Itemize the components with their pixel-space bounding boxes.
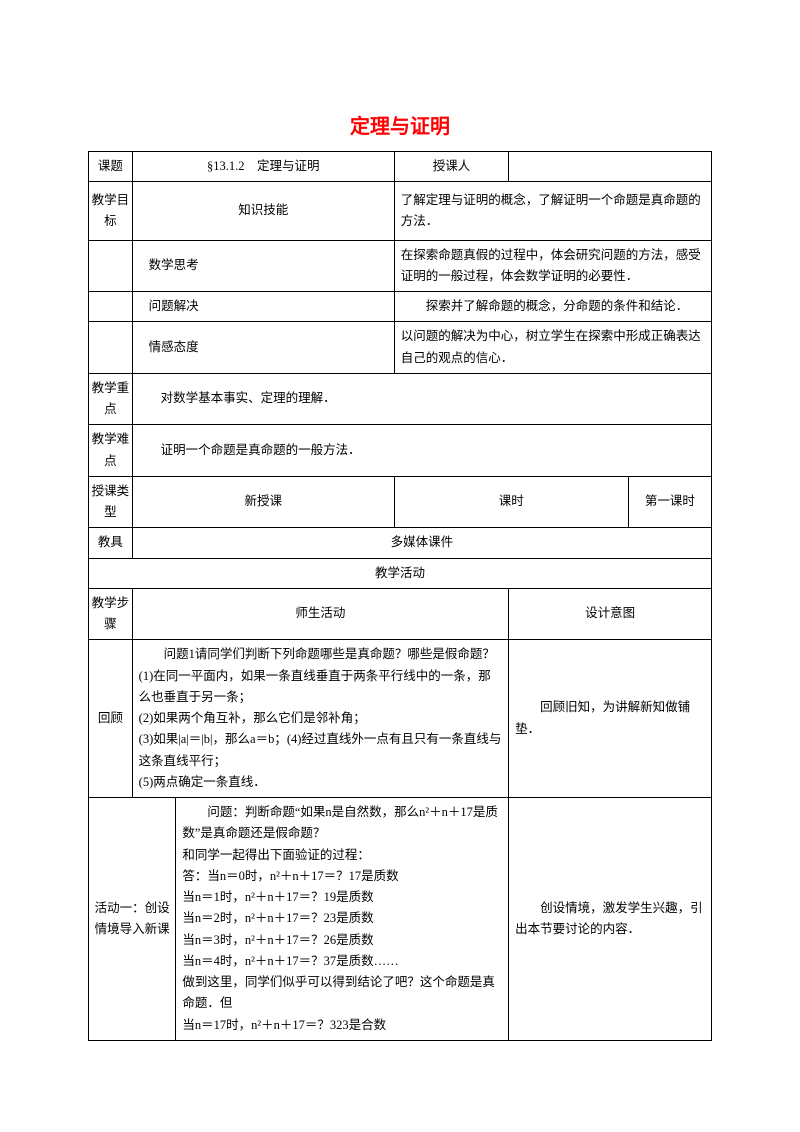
math-thinking-text: 在探索命题真假的过程中，体会研究问题的方法，感受证明的一般过程，体会数学证明的必… — [394, 240, 711, 292]
doc-title: 定理与证明 — [88, 110, 712, 139]
topic-label: 课题 — [89, 152, 133, 182]
empty-cell — [89, 292, 133, 322]
keypoint-label: 教学重点 — [89, 373, 133, 425]
design-col-label: 设计意图 — [509, 588, 712, 640]
problem-solving-label: 问题解决 — [132, 292, 394, 322]
review-text: 问题1请同学们判断下列命题哪些是真命题？哪些是假命题？ (1)在同一平面内，如果… — [132, 640, 508, 798]
knowledge-skill-label: 知识技能 — [132, 182, 394, 240]
attitude-text: 以问题的解决为中心，树立学生在探索中形成正确表达自己的观点的信心． — [394, 322, 711, 374]
review-design: 回顾旧知，为讲解新知做铺垫． — [509, 640, 712, 798]
knowledge-skill-text: 了解定理与证明的概念，了解证明一个命题是真命题的方法． — [394, 182, 711, 240]
act1-text: 问题：判断命题“如果n是自然数，那么n²＋n＋17是质数”是真命题还是假命题？ … — [176, 798, 509, 1041]
activity-col-label: 师生活动 — [132, 588, 508, 640]
math-thinking-label: 数学思考 — [132, 240, 394, 292]
lesson-type-value: 新授课 — [132, 476, 394, 528]
problem-solving-text: 探索并了解命题的概念，分命题的条件和结论． — [394, 292, 711, 322]
lesson-plan-table: 课题 §13.1.2 定理与证明 授课人 教学目标 知识技能 了解定理与证明的概… — [88, 151, 712, 1041]
tools-value: 多媒体课件 — [132, 528, 711, 558]
attitude-label: 情感态度 — [132, 322, 394, 374]
period-value: 第一课时 — [628, 476, 711, 528]
topic-value: §13.1.2 定理与证明 — [132, 152, 394, 182]
goals-label: 教学目标 — [89, 182, 133, 240]
difficulty-label: 教学难点 — [89, 425, 133, 477]
difficulty-text: 证明一个命题是真命题的一般方法． — [132, 425, 711, 477]
activity-header: 教学活动 — [89, 558, 712, 588]
empty-cell — [89, 322, 133, 374]
review-label: 回顾 — [89, 640, 133, 798]
tools-label: 教具 — [89, 528, 133, 558]
act1-label: 活动一：创设情境导入新课 — [89, 798, 176, 1041]
instructor-value — [509, 152, 712, 182]
steps-label: 教学步骤 — [89, 588, 133, 640]
period-label: 课时 — [394, 476, 628, 528]
act1-design: 创设情境，激发学生兴趣，引出本节要讨论的内容． — [509, 798, 712, 1041]
keypoint-text: 对数学基本事实、定理的理解． — [132, 373, 711, 425]
lesson-type-label: 授课类型 — [89, 476, 133, 528]
instructor-label: 授课人 — [394, 152, 508, 182]
empty-cell — [89, 240, 133, 292]
